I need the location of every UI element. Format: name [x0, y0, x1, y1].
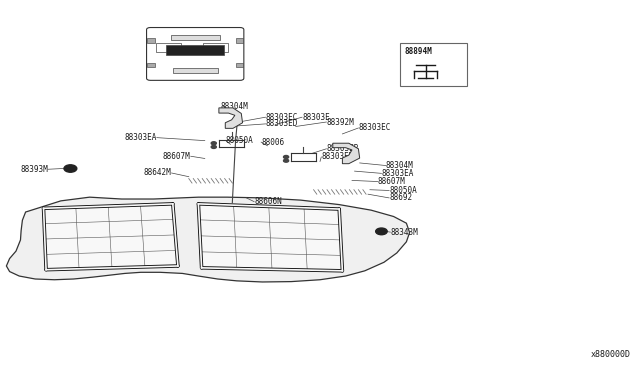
- Polygon shape: [44, 204, 178, 270]
- Bar: [400, 43, 467, 86]
- Text: 88894M: 88894M: [404, 47, 432, 56]
- Text: 88607M: 88607M: [163, 152, 191, 161]
- Bar: [173, 68, 218, 73]
- Bar: [204, 43, 228, 52]
- Circle shape: [64, 165, 77, 172]
- Text: 88006: 88006: [261, 138, 284, 147]
- Bar: [147, 62, 155, 67]
- Text: 88642M: 88642M: [144, 169, 172, 177]
- Text: 88303ED: 88303ED: [266, 119, 298, 128]
- Text: 88392M: 88392M: [326, 118, 354, 126]
- Polygon shape: [6, 197, 410, 282]
- Text: 88393M: 88393M: [20, 165, 48, 174]
- Circle shape: [284, 159, 289, 162]
- Text: 88303EA: 88303EA: [124, 133, 157, 142]
- Text: 88050A: 88050A: [389, 186, 417, 195]
- Text: 88303EC: 88303EC: [358, 124, 391, 132]
- Bar: [156, 43, 181, 52]
- Text: 88692: 88692: [389, 193, 412, 202]
- FancyBboxPatch shape: [147, 28, 244, 80]
- Text: 88303EA: 88303EA: [381, 169, 414, 178]
- Circle shape: [211, 142, 216, 145]
- Text: 88303EB: 88303EB: [326, 144, 359, 153]
- Circle shape: [376, 228, 387, 235]
- Bar: [236, 62, 243, 67]
- Circle shape: [211, 145, 216, 148]
- Text: 88304M: 88304M: [386, 161, 413, 170]
- Bar: [236, 38, 243, 43]
- Text: 88343M: 88343M: [390, 228, 418, 237]
- Bar: [147, 38, 155, 43]
- Text: 88304M: 88304M: [221, 102, 248, 110]
- Text: 88303EC: 88303EC: [266, 113, 298, 122]
- Text: 88050A: 88050A: [226, 136, 253, 145]
- Circle shape: [284, 155, 289, 158]
- Bar: [166, 45, 225, 55]
- Text: 88606N: 88606N: [254, 197, 282, 206]
- Bar: [170, 35, 220, 41]
- Polygon shape: [333, 143, 360, 164]
- Text: x880000D: x880000D: [590, 350, 630, 359]
- Text: 88303ED: 88303ED: [321, 153, 354, 161]
- Polygon shape: [198, 204, 342, 271]
- Text: 88607M: 88607M: [378, 177, 405, 186]
- Text: 88303E: 88303E: [302, 113, 330, 122]
- Polygon shape: [219, 108, 243, 128]
